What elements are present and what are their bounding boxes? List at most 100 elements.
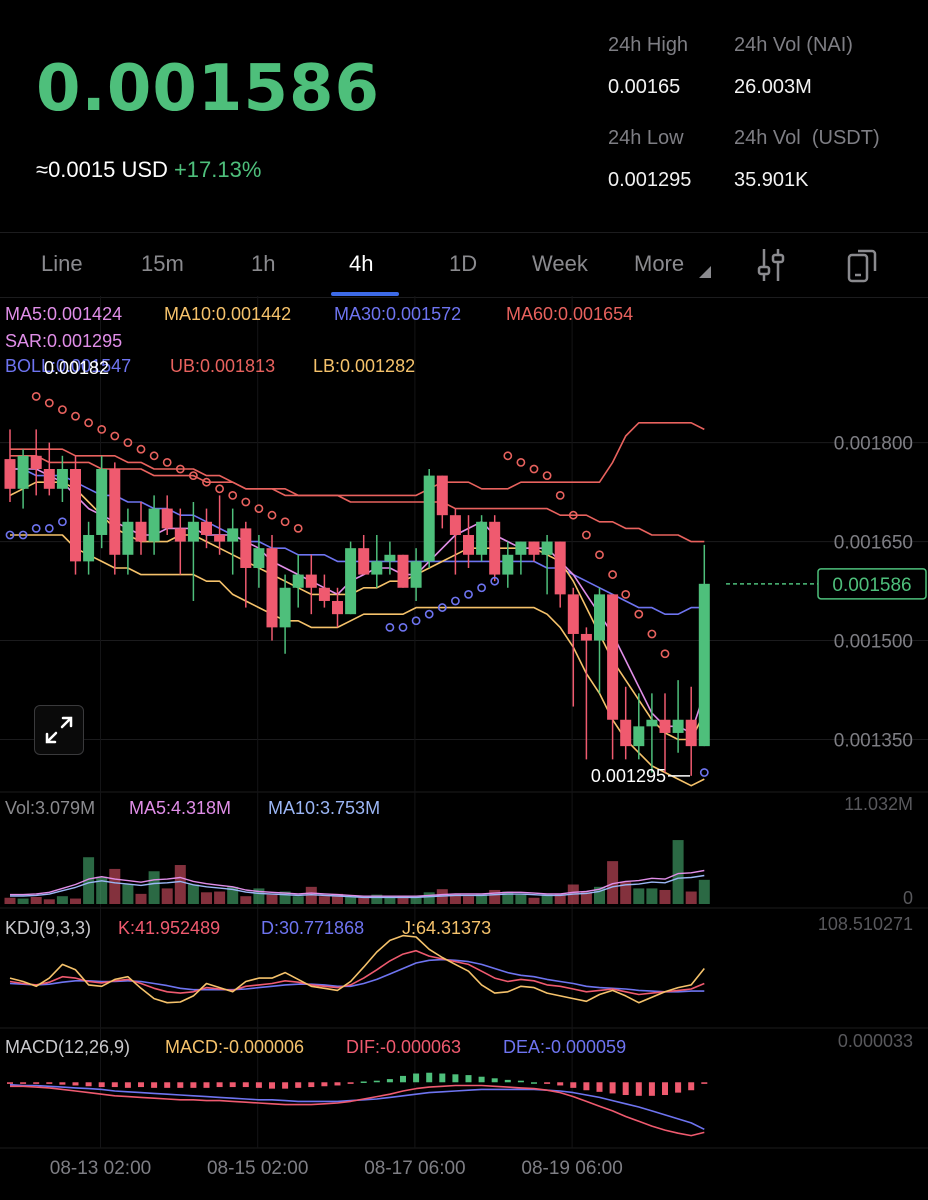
- macd-hist-bar: [138, 1082, 144, 1088]
- legend-macd-params: MACD(12,26,9): [5, 1037, 130, 1057]
- macd-hist-bar: [596, 1082, 603, 1092]
- candle-body: [148, 508, 160, 542]
- boll-upper-line: [10, 422, 705, 497]
- sar-dot: [31, 392, 41, 401]
- tab-4h[interactable]: 4h: [349, 251, 374, 276]
- sar-dot: [58, 405, 67, 415]
- sar-dot: [503, 451, 513, 461]
- sar-dot: [464, 589, 473, 599]
- volume-bar: [449, 893, 461, 904]
- sar-dot: [582, 530, 591, 540]
- volume-bar: [148, 871, 160, 904]
- vol-nai-label: 24h Vol (NAI): [734, 34, 853, 56]
- sar-dot: [44, 523, 54, 533]
- candle-body: [384, 554, 396, 562]
- sliders-icon[interactable]: [756, 247, 788, 283]
- macd-hist-bar: [413, 1073, 420, 1083]
- macd-hist-bar: [229, 1082, 236, 1088]
- candle-body: [476, 521, 488, 555]
- last-price-tag-box: [817, 568, 927, 600]
- candle-body: [56, 468, 68, 489]
- tab-15m[interactable]: 15m: [141, 251, 184, 276]
- fullscreen-button[interactable]: [34, 705, 84, 755]
- copy-device-icon[interactable]: [846, 247, 880, 285]
- sar-dot: [280, 517, 290, 527]
- vol-usdt-value: 35.901K: [734, 169, 809, 191]
- macd-hist-bar: [124, 1082, 131, 1088]
- volume-bar: [423, 892, 435, 904]
- candle-body: [279, 587, 291, 628]
- macd-hist-bar: [334, 1082, 341, 1086]
- tab-1d[interactable]: 1D: [449, 251, 478, 276]
- volume-bar: [358, 897, 370, 904]
- volume-bar: [227, 886, 239, 904]
- volume-bar: [659, 889, 671, 904]
- macd-chart: [7, 1072, 708, 1137]
- sar-dot: [267, 510, 277, 520]
- sar-dot: [555, 490, 565, 500]
- macd-hist-bar: [544, 1082, 551, 1084]
- volume-bar: [253, 888, 265, 904]
- macd-hist-bar: [72, 1082, 79, 1086]
- y-tick-label: 0.001350: [834, 731, 913, 752]
- candle-body: [698, 583, 710, 747]
- candle-body: [502, 554, 514, 575]
- sar-dot: [123, 438, 133, 448]
- tab-week[interactable]: Week: [532, 251, 588, 276]
- volume-bar: [4, 897, 16, 904]
- candle-body: [659, 719, 671, 733]
- candle-body: [227, 528, 239, 542]
- volume-bar: [397, 896, 409, 904]
- macd-hist-bar: [164, 1082, 171, 1088]
- sar-dot: [621, 589, 631, 599]
- candle-body: [214, 534, 226, 542]
- grid: [0, 296, 928, 1149]
- sar-dot: [424, 609, 434, 619]
- macd-hist-bar: [7, 1082, 13, 1084]
- candle-body: [489, 521, 501, 575]
- macd-hist-bar: [216, 1082, 223, 1088]
- macd-hist-bar: [111, 1082, 118, 1088]
- tab-more[interactable]: More: [634, 251, 685, 276]
- volume-bar: [122, 884, 134, 904]
- candle-body: [135, 521, 147, 542]
- macd-hist-bar: [517, 1080, 524, 1083]
- legend-vol: Vol:3.079M: [5, 798, 95, 818]
- chart-area[interactable]: MA5:0.001424 MA10:0.001442 MA30:0.001572…: [0, 296, 928, 1200]
- volume-bar: [266, 894, 278, 904]
- macd-hist-bar: [465, 1075, 472, 1083]
- more-dropdown-icon: [699, 266, 711, 278]
- macd-hist-bar: [151, 1082, 158, 1088]
- volume-bar: [528, 897, 540, 904]
- candle-body: [161, 508, 173, 529]
- macd-hist-bar: [570, 1082, 577, 1088]
- candle-body: [672, 719, 684, 733]
- kdj-max-label: 108.510271: [818, 914, 913, 934]
- sar-dot: [490, 576, 500, 586]
- candle-body: [449, 515, 461, 535]
- tab-1h[interactable]: 1h: [251, 251, 276, 276]
- volume-bar: [685, 891, 697, 904]
- macd-hist-bar: [439, 1073, 446, 1083]
- candle-body: [318, 587, 330, 601]
- sar-dot: [437, 603, 447, 612]
- volume-bar: [332, 893, 343, 904]
- legend-ma5: MA5:0.001424: [5, 304, 122, 324]
- high-value: 0.00165: [608, 76, 681, 98]
- low-label: 24h Low: [608, 127, 684, 149]
- volume-bar: [410, 897, 422, 904]
- volume-bar: [214, 891, 226, 904]
- sar-dot: [18, 530, 28, 540]
- sar-dot: [228, 490, 238, 500]
- tab-line[interactable]: Line: [41, 251, 83, 276]
- volume-ma5-line: [10, 869, 705, 897]
- volume-bar: [489, 889, 501, 904]
- sar-dot: [84, 418, 93, 428]
- sar-dot: [385, 622, 395, 632]
- candle-body: [43, 468, 55, 489]
- macd-hist-bar: [242, 1082, 249, 1088]
- y-axis-labels: 0.001800 0.001650 0.001500 0.001350: [834, 434, 913, 752]
- macd-hist-bar: [373, 1080, 380, 1083]
- kdj-d-line: [9, 958, 705, 993]
- sar-dot: [136, 444, 146, 454]
